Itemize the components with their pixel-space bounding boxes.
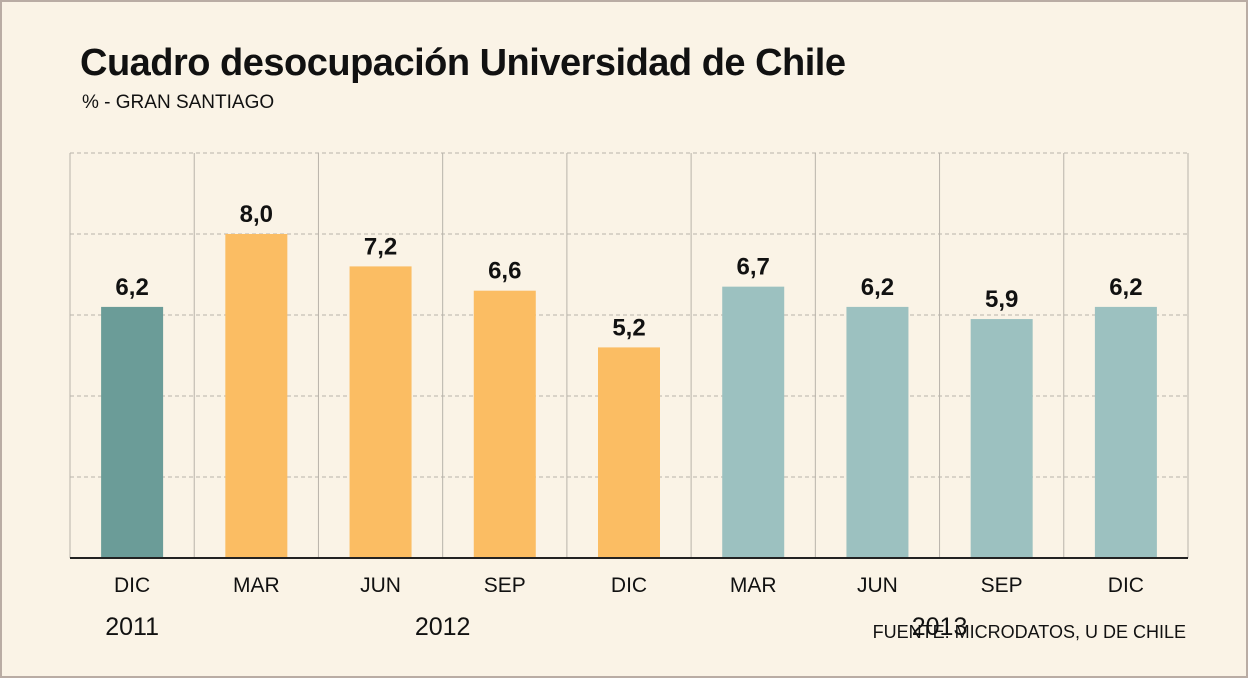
x-tick-label: SEP (981, 574, 1023, 597)
data-label: 6,7 (737, 254, 770, 281)
bar (846, 306, 909, 558)
chart-subtitle: % - GRAN SANTIAGO (82, 92, 275, 113)
x-tick-label: MAR (233, 574, 280, 597)
data-label: 6,2 (1109, 274, 1142, 301)
data-label: 5,9 (985, 286, 1018, 313)
data-label: 7,2 (364, 233, 397, 260)
x-tick-label: MAR (730, 574, 777, 597)
bar (349, 266, 412, 558)
x-tick-label: JUN (857, 574, 898, 597)
data-label: 8,0 (240, 201, 273, 228)
year-group-label: 2011 (105, 613, 159, 641)
bar (598, 347, 660, 558)
bar (1094, 306, 1157, 558)
data-label: 6,2 (115, 274, 148, 301)
bar (722, 286, 785, 558)
x-tick-label: DIC (611, 574, 647, 597)
year-group-label: 2013 (912, 613, 968, 641)
year-group-label: 2012 (415, 613, 471, 641)
data-label: 5,2 (612, 314, 645, 341)
data-label: 6,6 (488, 258, 521, 285)
bar (473, 290, 536, 558)
bar (225, 234, 288, 558)
source-note: FUENTE: MICRODATOS, U DE CHILE (872, 622, 1186, 642)
bar (970, 319, 1033, 558)
x-tick-label: DIC (114, 574, 150, 597)
x-tick-label: JUN (360, 574, 401, 597)
bar (101, 306, 164, 558)
data-label: 6,2 (861, 274, 894, 301)
x-tick-label: SEP (484, 574, 526, 597)
chart-title: Cuadro desocupación Universidad de Chile (80, 42, 846, 84)
x-tick-label: DIC (1108, 574, 1144, 597)
